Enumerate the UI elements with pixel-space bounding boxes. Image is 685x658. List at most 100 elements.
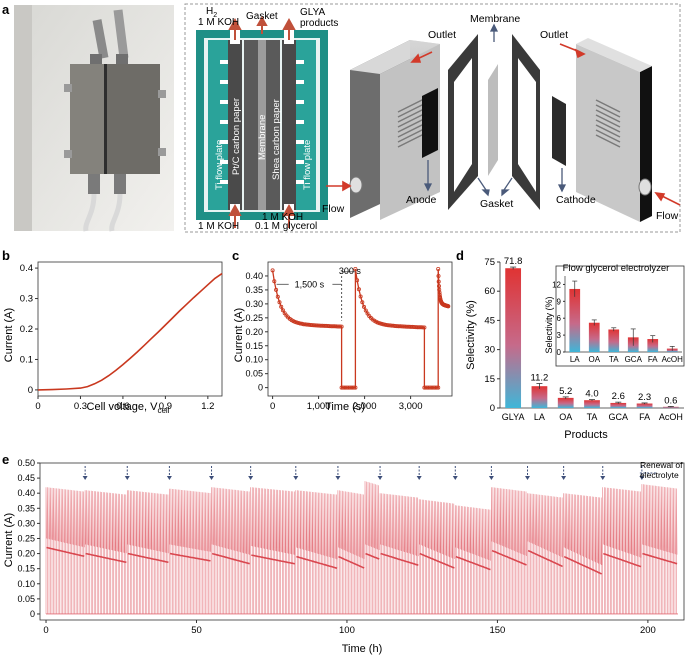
chart-c-xtick-label: 1,000 xyxy=(307,401,331,412)
chart-e-xtick-label: 200 xyxy=(640,625,656,636)
chart-e-ytick-label: 0 xyxy=(30,609,35,619)
label-koh-bottom-right: 1 M KOH xyxy=(262,212,303,223)
label-glycerol: 0.1 M glycerol xyxy=(255,221,317,232)
chart-c-point xyxy=(437,290,442,295)
chart-d-ylabel: Selectivity (%) xyxy=(465,300,477,370)
chart-c-ytick-label: 0.10 xyxy=(245,355,263,365)
chart-d-inset-ylabel: Selectivity (%) xyxy=(544,296,554,353)
chart-d-inset-title: Flow glycerol electrolyzer xyxy=(563,263,670,274)
chart-b-ytick-label: 0.4 xyxy=(20,263,33,274)
chart-c-xlabel: Time (s) xyxy=(325,401,365,413)
label-outlet-right: Outlet xyxy=(540,29,568,41)
chart-c-ytick-label: 0.25 xyxy=(245,313,263,323)
chart-d-bar xyxy=(636,403,653,408)
chart-d-inset-ytick-label: 3 xyxy=(557,331,562,340)
chart-b-ytick-label: 0.2 xyxy=(20,324,33,335)
chart-c-point xyxy=(375,320,380,325)
chart-e-ytick-label: 0.20 xyxy=(17,549,35,559)
chart-e-xtick-label: 100 xyxy=(339,625,355,636)
chart-c-point xyxy=(355,278,360,283)
chart-b-xtick-label: 0.3 xyxy=(74,401,87,412)
chart-d-inset-xtick-label: TA xyxy=(609,355,619,364)
chart-d-inset-xtick-label: AcOH xyxy=(662,355,684,364)
chart-e-renewal-arrowhead xyxy=(166,476,172,480)
panel-label-d: d xyxy=(456,248,464,263)
chart-c-annot-long: 1,500 s xyxy=(295,279,325,289)
chart-c-ytick-label: 0.30 xyxy=(245,299,263,309)
chart-e-renewal-arrowhead xyxy=(209,476,215,480)
chart-d-xtick-label: GCA xyxy=(609,412,629,422)
exploded-view xyxy=(326,23,681,222)
chart-e-ytick-label: 0.45 xyxy=(17,473,35,483)
chart-b-xtick-label: 1.2 xyxy=(201,401,214,412)
chart-d-inset-xtick-label: LA xyxy=(570,355,580,364)
chart-c-point xyxy=(351,385,356,390)
chart-e-renewal-arrowhead xyxy=(335,476,341,480)
chart-c-point xyxy=(274,287,279,292)
chart-e-renewal-arrowhead xyxy=(452,476,458,480)
label-membrane-exploded: Membrane xyxy=(470,13,520,25)
label-membrane-vertical: Membrane xyxy=(257,115,268,160)
chart-d-bar xyxy=(662,406,679,408)
chart-d-inset-xtick-label: OA xyxy=(588,355,600,364)
chart-e-renewal-arrowhead xyxy=(124,476,130,480)
chart-d-inset-bar xyxy=(647,339,659,352)
chart-d-value-label: 71.8 xyxy=(504,256,523,267)
chart-e-ytick-label: 0.25 xyxy=(17,533,35,543)
label-ti-plate-left: Ti flow plate xyxy=(214,140,225,190)
chart-b-series-line xyxy=(37,272,223,391)
chart-e-renewal-arrowhead xyxy=(525,476,531,480)
chart-e-ytick-label: 0.15 xyxy=(17,564,35,574)
label-shea-paper: Shea carbon paper xyxy=(271,99,282,180)
chart-e-ytick-label: 0.30 xyxy=(17,518,35,528)
label-ti-plate-right: Ti flow plate xyxy=(302,140,313,190)
chart-c-point xyxy=(360,300,365,305)
chart-e: 0 50 100 150 200 0 0.05 0.10 0.15 0.20 0.25 0.30 0.3… xyxy=(17,458,685,636)
chart-e-renewal-arrowhead xyxy=(600,476,606,480)
chart-b-xtick-label: 0.6 xyxy=(116,401,129,412)
chart-c-ylabel: Current (A) xyxy=(233,308,245,362)
chart-d-inset-ytick-label: 9 xyxy=(557,297,562,306)
chart-c-point xyxy=(270,268,275,273)
chart-b-ytick-label: 0.1 xyxy=(20,354,33,365)
chart-e-ylabel: Current (A) xyxy=(3,513,15,567)
label-flow-right: Flow xyxy=(656,210,679,222)
chart-b-xtick-label: 0.9 xyxy=(159,401,172,412)
chart-d-ytick-label: 15 xyxy=(484,374,495,385)
chart-d-bar xyxy=(531,386,548,408)
chart-c-annot-short: 300 s xyxy=(339,266,362,276)
chart-d-xtick-label: OA xyxy=(559,412,572,422)
chart-e-series-baseline xyxy=(46,546,678,575)
chart-c-point xyxy=(272,279,277,284)
chart-d-ytick-label: 0 xyxy=(490,403,495,414)
schematic-frame xyxy=(184,3,681,233)
chart-b-xlabel: Cell voltage, Vcell xyxy=(87,401,170,415)
chart-d-value-label: 4.0 xyxy=(585,389,598,400)
chart-b-xtick-label: 0 xyxy=(35,401,40,412)
chart-e-renewal-arrowhead xyxy=(488,476,494,480)
label-gasket-top: Gasket xyxy=(246,11,278,22)
chart-c-frame xyxy=(267,261,453,397)
chart-e-renewal-arrowhead xyxy=(248,476,254,480)
chart-e-ytick-label: 0.05 xyxy=(17,594,35,604)
chart-c-xtick-label: 2,000 xyxy=(353,401,377,412)
label-koh-top: 1 M KOH xyxy=(198,17,239,28)
chart-c-point xyxy=(279,304,284,309)
panel-label-a: a xyxy=(2,2,10,17)
chart-e-ytick-label: 0.10 xyxy=(17,579,35,589)
chart-d-inset-bar xyxy=(569,288,581,352)
panel-label-c: c xyxy=(232,248,239,263)
panel-label-b: b xyxy=(2,248,10,263)
chart-d-value-label: 5.2 xyxy=(559,386,572,397)
chart-d-value-label: 11.2 xyxy=(531,372,549,383)
chart-e-renewal-arrowhead xyxy=(639,476,645,480)
chart-e-xtick-label: 150 xyxy=(489,625,505,636)
chart-c-point xyxy=(280,308,285,313)
chart-c-point xyxy=(342,385,347,390)
chart-d-xlabel: Products xyxy=(564,429,608,441)
chart-c-xtick-label: 3,000 xyxy=(399,401,423,412)
label-flow-left: Flow xyxy=(322,203,345,215)
device-photo xyxy=(14,5,174,232)
chart-d-xtick-label: GLYA xyxy=(502,412,525,422)
